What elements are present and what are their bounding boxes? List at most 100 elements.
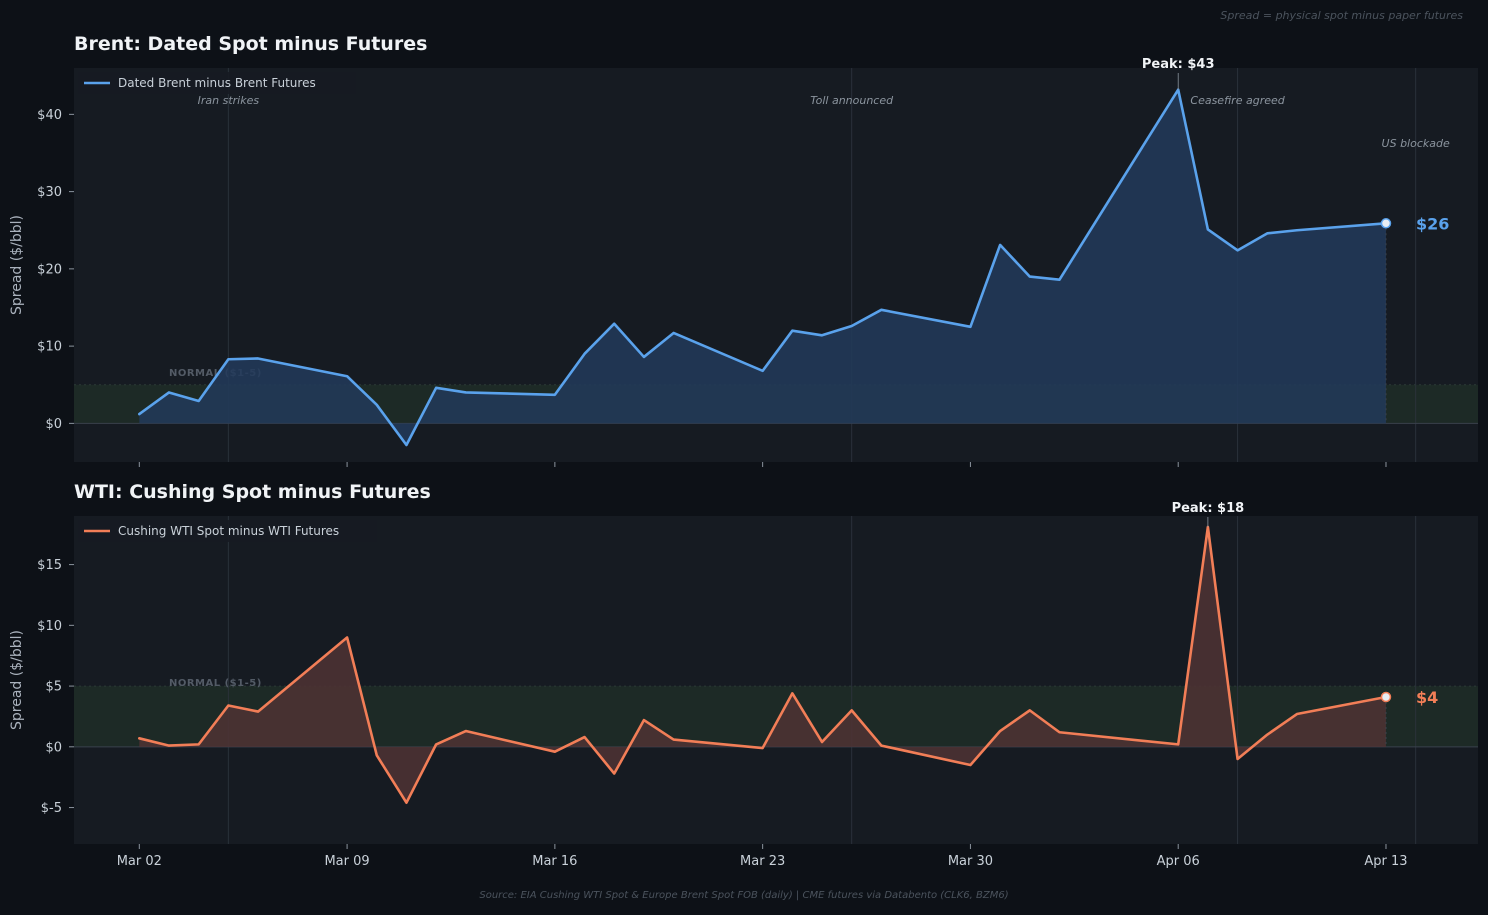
x-tick-label: Mar 23: [740, 854, 785, 869]
brent-data-point: [672, 332, 674, 334]
wti-data-point: [405, 801, 407, 803]
brent-data-point: [761, 370, 763, 372]
brent-y-tick-label: $10: [37, 340, 62, 355]
wti-data-point: [376, 754, 378, 756]
brent-data-point: [613, 323, 615, 325]
wti-data-point: [197, 743, 199, 745]
x-tick-label: Mar 09: [324, 854, 369, 869]
brent-data-point: [1207, 228, 1209, 230]
wti-last-point-marker: [1380, 691, 1392, 703]
wti-data-point: [1177, 743, 1179, 745]
brent-data-point: [554, 394, 556, 396]
wti-y-tick-label: $5: [45, 680, 62, 695]
brent-legend-box: [78, 72, 356, 94]
wti-legend-label: Cushing WTI Spot minus WTI Futures: [118, 524, 339, 538]
x-tick-label: Apr 06: [1157, 854, 1200, 869]
wti-peak-label: Peak: $18: [1172, 501, 1245, 516]
wti-data-point: [435, 743, 437, 745]
wti-chart-title: WTI: Cushing Spot minus Futures: [74, 481, 431, 503]
wti-series-line: [138, 525, 1388, 804]
wti-data-point: [880, 744, 882, 746]
wti-y-axis-label: Spread ($/bbl): [9, 630, 25, 730]
brent-legend-label: Dated Brent minus Brent Futures: [118, 76, 316, 90]
event-label: Toll announced: [810, 94, 894, 107]
wti-y-tick-label: $-5: [41, 801, 62, 816]
brent-data-point: [435, 387, 437, 389]
brent-data-point: [1058, 278, 1060, 280]
brent-y-tick-label: $40: [37, 108, 62, 123]
wti-data-point: [1029, 709, 1031, 711]
wti-data-point: [791, 692, 793, 694]
brent-data-point: [227, 358, 229, 360]
brent-data-point: [850, 325, 852, 327]
brent-area-fill: [139, 89, 1386, 446]
wti-data-point: [168, 744, 170, 746]
brent-data-point: [969, 326, 971, 328]
source-footer: Source: EIA Cushing WTI Spot & Europe Br…: [479, 890, 1008, 901]
x-tick-label: Mar 16: [532, 854, 577, 869]
brent-data-point: [643, 356, 645, 358]
wti-data-point: [1266, 733, 1268, 735]
brent-normal-label: NORMAL ($1-5): [169, 368, 262, 379]
wti-data-point: [969, 764, 971, 766]
wti-plot-area: [74, 516, 1478, 844]
brent-data-point: [999, 244, 1001, 246]
brent-data-point: [1236, 249, 1238, 251]
wti-legend: Cushing WTI Spot minus WTI Futures: [78, 520, 377, 542]
wti-data-point: [643, 719, 645, 721]
wti-data-point: [850, 709, 852, 711]
event-label: Ceasefire agreed: [1190, 94, 1285, 107]
brent-legend: Dated Brent minus Brent Futures: [78, 72, 356, 94]
brent-y-tick-label: $0: [45, 417, 62, 432]
brent-chart-title: Brent: Dated Spot minus Futures: [74, 33, 427, 55]
brent-data-point: [138, 413, 140, 415]
brent-data-point: [880, 309, 882, 311]
wti-last-value-label: $4: [1416, 688, 1438, 707]
brent-data-point: [1296, 229, 1298, 231]
wti-y-tick-label: $0: [45, 740, 62, 755]
wti-data-point: [257, 710, 259, 712]
wti-data-point: [613, 772, 615, 774]
wti-legend-box: [78, 520, 377, 542]
brent-data-point: [376, 404, 378, 406]
brent-peak-label: Peak: $43: [1142, 57, 1215, 72]
wti-data-point: [465, 730, 467, 732]
wti-data-point: [554, 750, 556, 752]
brent-data-point: [197, 400, 199, 402]
brent-data-point: [583, 353, 585, 355]
brent-data-point: [405, 444, 407, 446]
wti-data-point: [583, 736, 585, 738]
wti-data-point: [672, 738, 674, 740]
wti-normal-label: NORMAL ($1-5): [169, 678, 262, 689]
brent-data-point: [821, 334, 823, 336]
wti-data-point: [346, 636, 348, 638]
brent-last-value-label: $26: [1416, 214, 1449, 233]
wti-data-point: [999, 730, 1001, 732]
wti-data-point: [761, 747, 763, 749]
brent-y-tick-label: $30: [37, 185, 62, 200]
wti-data-point: [138, 737, 140, 739]
wti-data-point: [1296, 713, 1298, 715]
brent-data-point: [168, 391, 170, 393]
brent-data-point: [1266, 232, 1268, 234]
brent-data-point: [257, 357, 259, 359]
brent-data-point: [791, 329, 793, 331]
brent-y-tick-label: $20: [37, 262, 62, 277]
wti-y-tick-label: $10: [37, 619, 62, 634]
event-label: US blockade: [1382, 137, 1450, 150]
wti-chart: WTI: Cushing Spot minus Futures Spread ($…: [9, 481, 1478, 869]
wti-y-tick-label: $15: [37, 558, 62, 573]
x-tick-label: Mar 02: [117, 854, 162, 869]
brent-y-axis-label: Spread ($/bbl): [9, 215, 25, 315]
wti-data-point: [1058, 731, 1060, 733]
wti-data-point: [227, 704, 229, 706]
wti-data-point: [1236, 758, 1238, 760]
brent-series-line: [138, 88, 1388, 447]
x-tick-label: Mar 30: [948, 854, 993, 869]
brent-data-point: [1029, 275, 1031, 277]
wti-data-point: [821, 741, 823, 743]
brent-data-point: [465, 391, 467, 393]
event-label: Iran strikes: [198, 94, 260, 107]
